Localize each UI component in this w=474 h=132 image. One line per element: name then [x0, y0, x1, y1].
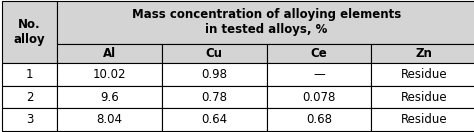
- Bar: [162, 109, 266, 131]
- Text: 0.98: 0.98: [201, 68, 227, 81]
- Bar: [57, 86, 162, 109]
- Bar: [266, 63, 372, 86]
- Text: 9.6: 9.6: [100, 91, 118, 103]
- Bar: [2, 86, 57, 109]
- Text: No.
alloy: No. alloy: [14, 18, 46, 46]
- Bar: [372, 109, 474, 131]
- Bar: [162, 44, 266, 63]
- Text: 2: 2: [26, 91, 33, 103]
- Text: Cu: Cu: [206, 47, 223, 60]
- Text: Ce: Ce: [310, 47, 328, 60]
- Text: Residue: Residue: [401, 91, 447, 103]
- Bar: [2, 63, 57, 86]
- Bar: [2, 1, 57, 63]
- Bar: [266, 86, 372, 109]
- Bar: [57, 44, 162, 63]
- Text: 10.02: 10.02: [92, 68, 126, 81]
- Bar: [372, 86, 474, 109]
- Text: 1: 1: [26, 68, 33, 81]
- Bar: [57, 63, 162, 86]
- Bar: [2, 109, 57, 131]
- Text: Residue: Residue: [401, 113, 447, 126]
- Bar: [372, 44, 474, 63]
- Text: Zn: Zn: [416, 47, 432, 60]
- Bar: [162, 86, 266, 109]
- Text: Al: Al: [103, 47, 116, 60]
- Bar: [266, 109, 372, 131]
- Bar: [162, 63, 266, 86]
- Text: 8.04: 8.04: [96, 113, 122, 126]
- Text: Mass concentration of alloying elements
in tested alloys, %: Mass concentration of alloying elements …: [132, 8, 401, 36]
- Text: Residue: Residue: [401, 68, 447, 81]
- Text: 0.64: 0.64: [201, 113, 227, 126]
- Text: 3: 3: [26, 113, 33, 126]
- Text: 0.078: 0.078: [302, 91, 336, 103]
- Text: —: —: [313, 68, 325, 81]
- Bar: [372, 63, 474, 86]
- Bar: [57, 1, 474, 44]
- Text: 0.78: 0.78: [201, 91, 227, 103]
- Text: 0.68: 0.68: [306, 113, 332, 126]
- Bar: [266, 44, 372, 63]
- Bar: [57, 109, 162, 131]
